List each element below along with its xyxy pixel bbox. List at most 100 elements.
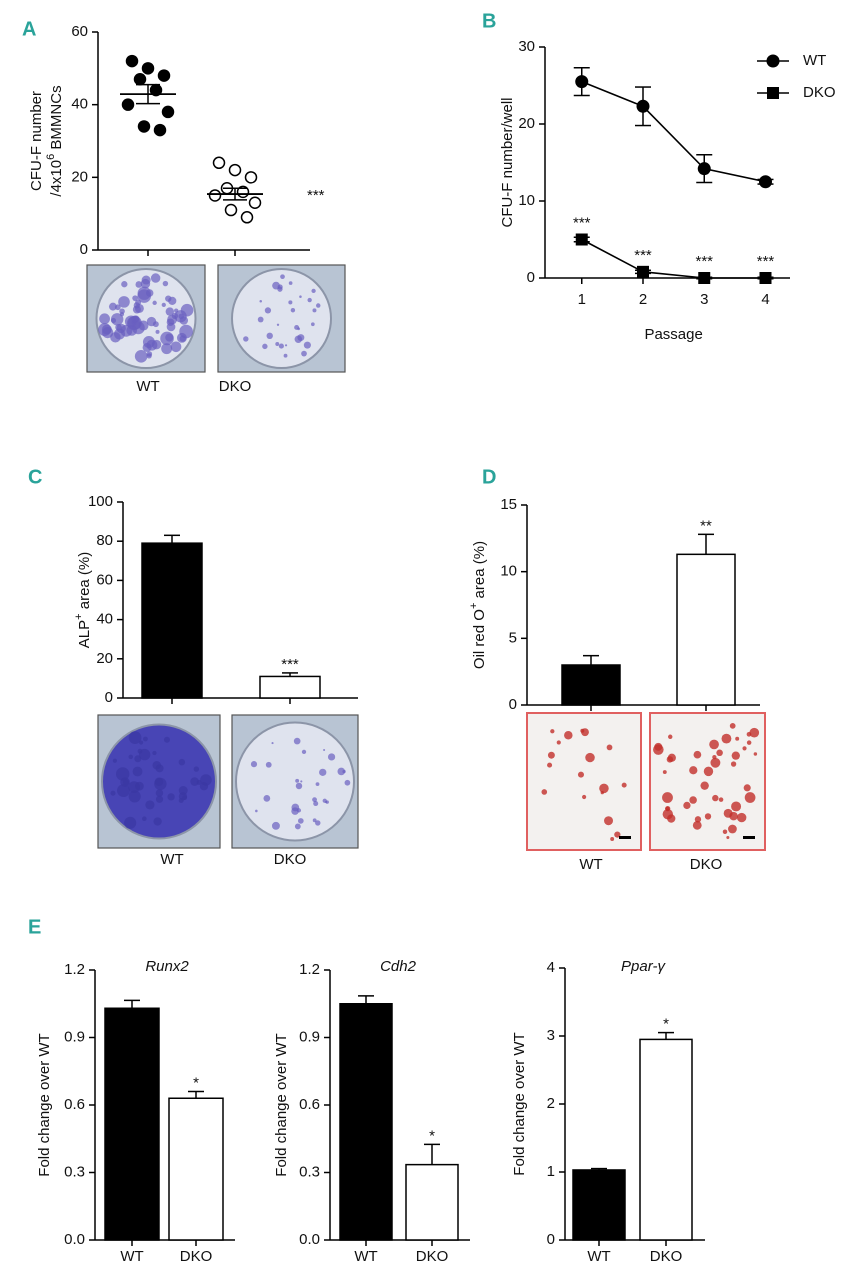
colony	[337, 767, 346, 776]
colony	[266, 332, 273, 340]
lipid-drop	[709, 739, 719, 750]
legend-label: WT	[803, 52, 826, 69]
y-tick-label: 60	[96, 571, 113, 588]
significance: *	[663, 1016, 669, 1033]
colony	[161, 343, 173, 355]
colony	[276, 323, 280, 326]
y-axis-label: Fold change over WT	[36, 1033, 53, 1176]
lipid-drop	[694, 816, 702, 823]
y-axis-label: CFU-F number	[28, 91, 45, 191]
colony	[290, 308, 296, 313]
legend-marker	[766, 54, 780, 68]
series-line	[581, 80, 766, 183]
colony	[178, 786, 188, 796]
chart-title: Runx2	[145, 958, 189, 975]
y-tick-label: 2	[547, 1095, 555, 1112]
significance: ***	[695, 253, 713, 270]
x-tick-label: DKO	[650, 1248, 683, 1265]
data-point	[141, 62, 155, 75]
data-point	[228, 163, 242, 177]
colony	[128, 754, 134, 760]
y-tick-label: 60	[71, 23, 88, 40]
colony	[280, 274, 285, 280]
colony	[199, 782, 209, 791]
colony	[135, 281, 143, 288]
lipid-drop	[710, 757, 721, 768]
colony	[257, 316, 264, 323]
colony	[178, 758, 186, 766]
colony	[102, 326, 114, 339]
colony	[311, 288, 316, 294]
data-point	[575, 233, 588, 246]
colony	[142, 816, 147, 822]
colony	[342, 769, 346, 774]
colony	[146, 353, 152, 359]
significance: *	[193, 1074, 199, 1091]
y-tick-label: 20	[71, 168, 88, 185]
significance: ***	[573, 214, 591, 231]
colony	[165, 307, 175, 316]
y-tick-label: 0.3	[299, 1163, 320, 1180]
colony	[119, 312, 125, 317]
colony	[327, 753, 336, 761]
lipid-drop	[743, 784, 751, 792]
series-line	[581, 238, 766, 279]
y-tick-label: 0.3	[64, 1163, 85, 1180]
dish	[235, 721, 355, 842]
lipid-drop	[735, 736, 740, 741]
lipid-drop	[712, 794, 719, 802]
y-tick-label: 3	[547, 1027, 555, 1044]
significance: ***	[757, 253, 775, 270]
y-tick-label: 0.9	[64, 1028, 85, 1045]
colony	[153, 817, 162, 826]
colony	[311, 322, 315, 327]
colony	[178, 313, 185, 320]
lipid-drop	[749, 727, 760, 738]
data-point	[697, 162, 711, 176]
colony	[297, 327, 301, 331]
panel-letter: B	[482, 10, 496, 32]
dish	[231, 268, 332, 369]
lipid-drop	[704, 813, 712, 820]
colony	[315, 782, 320, 786]
bar	[141, 542, 203, 699]
superscript: +	[468, 603, 480, 609]
lipid-drop	[689, 766, 698, 775]
colony	[112, 758, 118, 763]
lipid-drop	[731, 751, 740, 760]
colony	[265, 761, 272, 768]
bar	[572, 1169, 626, 1241]
data-point	[759, 272, 772, 284]
significance: *	[429, 1127, 435, 1144]
lipid-drop	[712, 755, 717, 760]
colony	[143, 736, 148, 742]
lipid-drop	[585, 752, 595, 763]
colony	[150, 273, 161, 283]
lipid-drop	[604, 816, 614, 826]
data-point	[161, 105, 175, 119]
colony	[293, 737, 301, 745]
scale-bar	[743, 836, 755, 839]
colony	[323, 748, 326, 752]
lipid-drop	[662, 792, 673, 803]
colony	[121, 281, 128, 288]
colony	[167, 793, 175, 801]
colony	[294, 335, 303, 344]
y-axis-label: ALP+ area (%)	[73, 552, 93, 648]
lipid-drop	[662, 808, 674, 820]
y-tick-label: 0	[509, 696, 517, 713]
colony	[137, 286, 151, 300]
label-part: ALP	[76, 620, 93, 648]
x-tick-label: WT	[160, 851, 183, 868]
colony	[303, 341, 311, 349]
y-tick-label: 20	[96, 650, 113, 667]
lipid-drop	[683, 801, 691, 810]
legend-marker	[767, 87, 779, 99]
lipid-drop	[746, 740, 752, 745]
lipid-drop	[662, 770, 667, 774]
chart-title: Ppar-γ	[621, 958, 666, 975]
lipid-drop	[729, 723, 736, 729]
x-tick-label: WT	[579, 856, 602, 873]
colony	[294, 823, 301, 830]
colony	[263, 794, 271, 802]
